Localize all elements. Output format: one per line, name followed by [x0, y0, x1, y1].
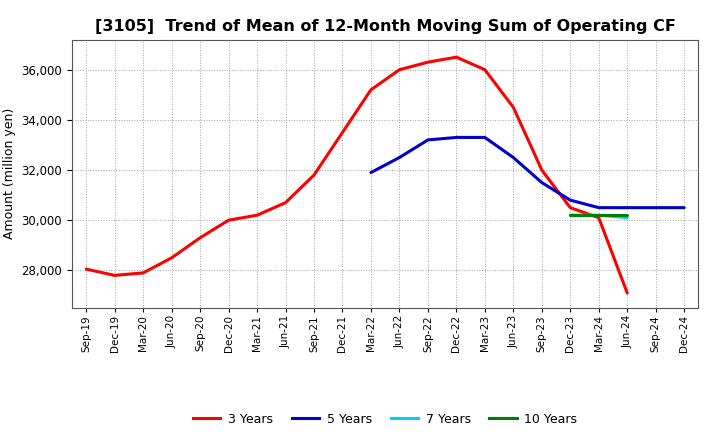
Y-axis label: Amount (million yen): Amount (million yen) [3, 108, 16, 239]
Title: [3105]  Trend of Mean of 12-Month Moving Sum of Operating CF: [3105] Trend of Mean of 12-Month Moving … [95, 19, 675, 34]
Legend: 3 Years, 5 Years, 7 Years, 10 Years: 3 Years, 5 Years, 7 Years, 10 Years [188, 407, 582, 431]
